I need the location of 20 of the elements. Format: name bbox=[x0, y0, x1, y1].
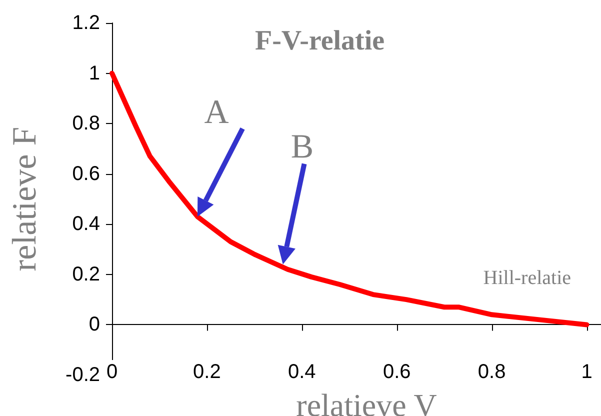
y-axis-title: relatieve F bbox=[6, 126, 44, 272]
y-tick-label: 0.8 bbox=[72, 112, 100, 135]
annotation: B bbox=[290, 128, 314, 166]
x-axis-title: relatieve V bbox=[296, 386, 437, 416]
y-tick-label: 0.6 bbox=[72, 162, 100, 185]
x-tick-label: 0 bbox=[106, 361, 118, 383]
y-tick-label: 0.2 bbox=[72, 263, 100, 286]
y-tick-label: 0 bbox=[88, 314, 100, 336]
y-tick-label: -0.2 bbox=[66, 364, 100, 386]
y-tick-label: 1 bbox=[88, 62, 100, 84]
annotation: A bbox=[204, 94, 230, 132]
y-tick-label: 0.4 bbox=[72, 213, 100, 236]
x-tick-label: 1 bbox=[581, 361, 592, 383]
x-tick-label: 0.4 bbox=[288, 361, 316, 383]
x-tick-label: 0.2 bbox=[193, 361, 221, 383]
x-tick-label: 0.8 bbox=[478, 361, 506, 383]
x-tick-label: 0.6 bbox=[382, 361, 411, 383]
chart-title: F-V-relatie bbox=[255, 26, 385, 56]
annotation: Hill-relatie bbox=[483, 267, 572, 289]
y-tick-label: 1.2 bbox=[72, 12, 100, 34]
